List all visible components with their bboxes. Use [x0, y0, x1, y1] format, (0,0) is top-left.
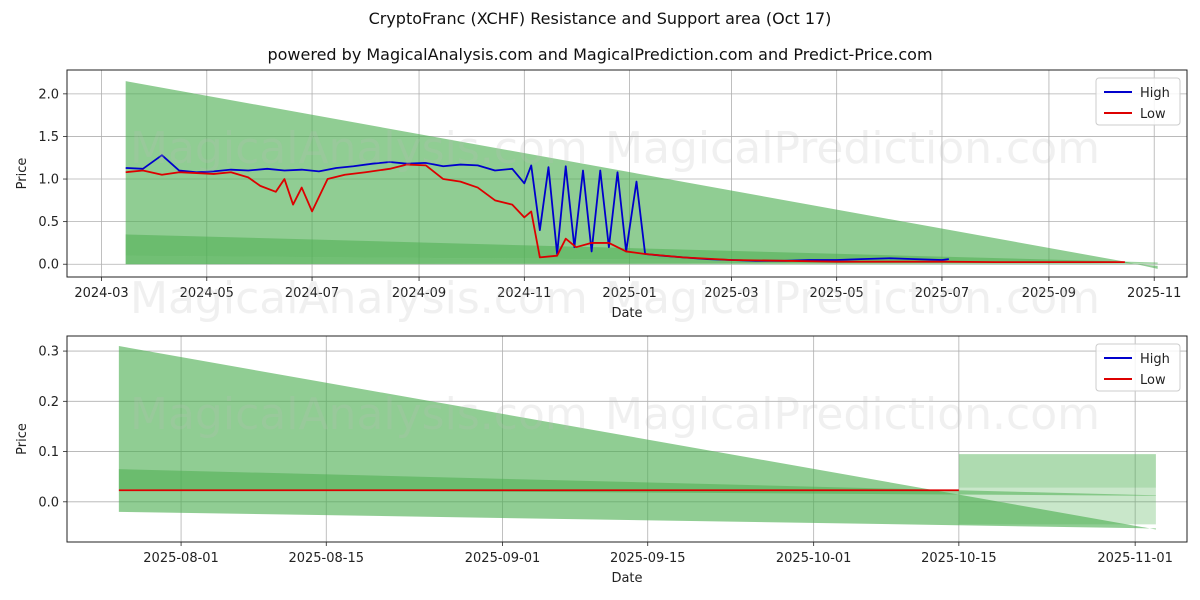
watermark-text: MagicalPrediction.com: [605, 389, 1100, 440]
watermark-text: MagicalAnalysis.com: [130, 273, 588, 324]
x-tick-label: 2025-05: [810, 286, 864, 301]
y-tick-label: 0.1: [38, 445, 59, 460]
legend-label-high: High: [1140, 86, 1170, 101]
x-tick-label: 2025-03: [704, 286, 758, 301]
watermark-text: MagicalAnalysis.com: [130, 123, 588, 174]
series-line-low: [125, 163, 1125, 263]
y-tick-label: 1.0: [38, 173, 59, 188]
plot-frame: [66, 69, 1188, 278]
x-tick-label: 2025-07: [915, 286, 969, 301]
support-resistance-band: [958, 487, 1156, 525]
watermark-text: MagicalPrediction.com: [605, 123, 1100, 174]
watermark-text: MagicalPrediction.com: [605, 273, 1100, 324]
plot-area: [118, 346, 1156, 530]
support-resistance-band: [125, 81, 1158, 269]
legend-label-low: Low: [1140, 373, 1166, 388]
x-tick-label: 2024-03: [74, 286, 128, 301]
x-tick-label: 2025-10-01: [776, 551, 852, 566]
x-tick-label: 2024-09: [392, 286, 446, 301]
y-tick-label: 2.0: [38, 87, 59, 102]
chart-panel-2: 2025-08-01 2025-08-15 2025-09-01 2025-09-15…: [15, 335, 1188, 586]
y-axis-label: Price: [15, 158, 30, 190]
x-tick-label: 2024-07: [285, 286, 339, 301]
support-resistance-band: [118, 469, 1156, 496]
x-tick-label: 2025-09: [1022, 286, 1076, 301]
x-tick-label: 2025-01: [602, 286, 656, 301]
watermark-text: MagicalAnalysis.com: [130, 389, 588, 440]
y-axis-label: Price: [15, 423, 30, 455]
x-tick-label: 2025-09-15: [610, 551, 686, 566]
plot-area: [125, 81, 1158, 269]
support-resistance-band: [125, 234, 1158, 264]
chart-title: CryptoFranc (XCHF) Resistance and Suppor…: [368, 9, 832, 28]
support-resistance-band: [958, 454, 1156, 488]
legend-label-high: High: [1140, 352, 1170, 367]
x-tick-label: 2024-05: [180, 286, 234, 301]
x-tick-label: 2025-10-15: [921, 551, 997, 566]
y-tick-label: 1.5: [38, 130, 59, 145]
x-axis-label: Date: [611, 306, 642, 321]
legend: High Low: [1095, 77, 1181, 126]
x-axis-label: Date: [611, 571, 642, 586]
x-tick-label: 2025-11: [1127, 286, 1181, 301]
chart-subtitle: powered by MagicalAnalysis.com and Magic…: [267, 45, 933, 64]
legend-label-low: Low: [1140, 107, 1166, 122]
x-tick-label: 2024-11: [497, 286, 551, 301]
y-tick-label: 0.0: [38, 258, 59, 273]
y-tick-label: 0.3: [38, 345, 59, 360]
x-tick-label: 2025-11-01: [1097, 551, 1173, 566]
y-tick-label: 0.2: [38, 395, 59, 410]
x-tick-label: 2025-08-01: [143, 551, 219, 566]
y-tick-label: 0.5: [38, 215, 59, 230]
legend: High Low: [1095, 343, 1181, 392]
y-tick-label: 0.0: [38, 495, 59, 510]
x-tick-label: 2025-09-01: [465, 551, 541, 566]
x-tick-label: 2025-08-15: [288, 551, 364, 566]
plot-frame: [66, 335, 1188, 543]
chart-panel-1: 2024-03 2024-05 2024-07 2024-09 2024-11 2025-…: [15, 69, 1188, 324]
